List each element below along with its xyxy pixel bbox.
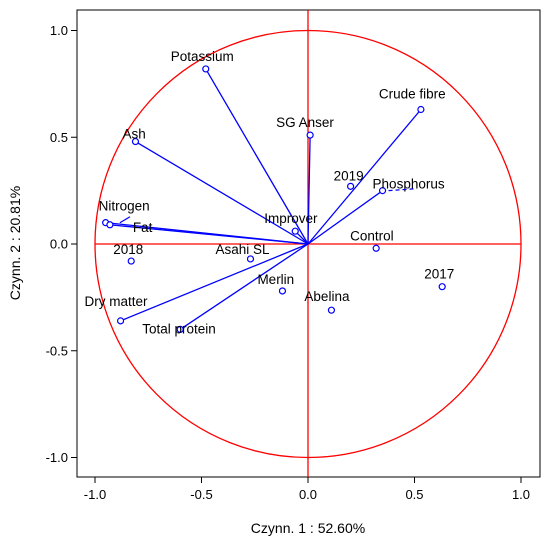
vector-tip-improver (291, 227, 299, 235)
y-tick-label: -1.0 (46, 450, 68, 465)
vector-sg-anser (307, 135, 311, 245)
point-abelina (327, 306, 336, 314)
point-label-abelina: Abelina (304, 289, 350, 304)
vector-tip-dry-matter (116, 317, 125, 325)
vector-ash (135, 140, 309, 245)
x-ticks: -1.0 -0.5 0.0 0.5 1.0 (84, 477, 530, 502)
point-label-control: Control (350, 228, 394, 243)
vector-total-protein (179, 243, 309, 330)
vector-label-phosphorus: Phosphorus (373, 177, 445, 192)
point-label-asahi-sl: Asahi SL (215, 242, 270, 257)
vector-tip-phosphorus (378, 187, 387, 195)
vector-phosphorus (307, 190, 383, 245)
y-axis-label: Czynn. 2 : 20.81% (7, 186, 23, 300)
point-label-2019: 2019 (334, 168, 364, 183)
vector-label-fat: Fat (133, 220, 153, 235)
vector-label-nitrogen: Nitrogen (99, 199, 150, 214)
y-ticks: 1.0 0.5 0.0 -0.5 -1.0 (46, 23, 77, 465)
y-tick-label: 0.5 (50, 130, 68, 145)
y-tick-label: 0.0 (50, 237, 68, 252)
x-tick-label: 1.0 (512, 487, 530, 502)
x-tick-label: 0.5 (405, 487, 423, 502)
vector-potassium (205, 68, 309, 245)
vector-label-crude-fibre: Crude fibre (379, 86, 446, 101)
leader-fat (119, 216, 131, 224)
point-control (372, 244, 380, 252)
point-asahi-sl (246, 255, 255, 263)
leader-phosphorus (388, 188, 417, 192)
variable-vectors: Potassium Crude fibre SG Anser Ash Phosphoru… (85, 49, 446, 336)
vector-label-sg-anser: SG Anser (276, 115, 334, 130)
vector-tip-total-protein (176, 325, 184, 333)
y-tick-label: -0.5 (46, 343, 68, 358)
vector-label-potassium: Potassium (171, 49, 234, 64)
vector-label-ash: Ash (122, 127, 145, 142)
x-tick-label: 0.0 (299, 487, 317, 502)
vector-tip-potassium (202, 65, 210, 73)
observation-points: 2019 Control 2018 Asahi SL 2017 Merlin Abelina (113, 168, 454, 314)
x-axis-label: Czynn. 1 : 52.60% (251, 520, 365, 536)
vector-crude-fibre (307, 109, 422, 245)
point-merlin (278, 287, 287, 295)
x-tick-label: -0.5 (190, 487, 212, 502)
point-label-2017: 2017 (424, 267, 454, 282)
x-tick-label: -1.0 (84, 487, 106, 502)
vector-label-improver: Improver (264, 211, 318, 226)
vector-tip-sg-anser (306, 131, 314, 139)
y-tick-label: 1.0 (50, 23, 68, 38)
point-2019 (347, 182, 355, 190)
vector-fat (109, 224, 309, 245)
vector-tip-crude-fibre (417, 105, 425, 114)
point-label-2018: 2018 (113, 242, 143, 257)
point-label-merlin: Merlin (257, 272, 294, 287)
point-2018 (127, 257, 135, 265)
vector-tip-ash (131, 137, 140, 146)
point-2017 (438, 283, 446, 291)
vector-tip-fat (106, 221, 114, 229)
vector-label-dry-matter: Dry matter (85, 294, 149, 309)
vector-dry-matter (120, 243, 309, 322)
vector-label-total-protein: Total protein (142, 321, 216, 336)
